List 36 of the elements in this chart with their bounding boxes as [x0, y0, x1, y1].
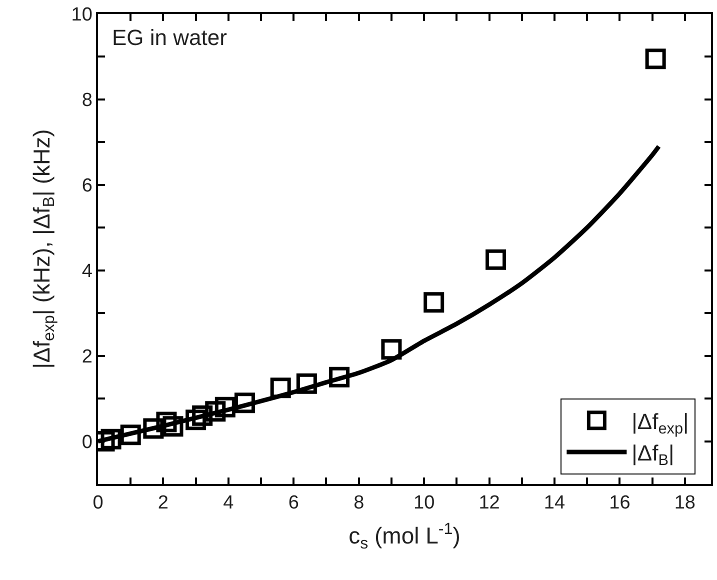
point	[192, 405, 213, 426]
point	[162, 416, 184, 437]
x-tick-label: 8	[354, 492, 364, 514]
point	[486, 249, 506, 270]
x-tick-label: 18	[674, 492, 696, 514]
x-tick-label: 10	[413, 492, 435, 514]
point	[120, 424, 141, 446]
x-tick-label: 6	[288, 492, 299, 514]
point	[329, 366, 350, 388]
y-tick-label: 2	[82, 346, 92, 368]
x-tick-label: 14	[544, 492, 566, 514]
point	[424, 292, 444, 313]
y-tick-label: 8	[82, 90, 92, 112]
y-tick-label: 4	[82, 261, 93, 282]
legend-label: |Δf$_{exp}$|	[632, 408, 689, 438]
y-tick-label: 10	[71, 4, 92, 26]
legend-label: |Δf$_{B}$|	[632, 440, 674, 470]
point	[270, 378, 291, 398]
x-tick-label: 2	[158, 492, 168, 514]
point	[186, 410, 206, 430]
x-tick-label: 4	[223, 492, 234, 514]
point	[381, 339, 402, 360]
x-axis-title: c$_{s}$ (mol L$^{-1}$)	[348, 520, 460, 552]
point	[156, 412, 177, 432]
point	[645, 48, 666, 70]
x-tick-label: 12	[478, 492, 500, 514]
point	[100, 428, 122, 450]
point	[234, 392, 255, 414]
y-tick-label: 0	[82, 432, 92, 453]
point	[296, 373, 317, 394]
x-tick-label: 16	[609, 492, 630, 514]
point	[214, 396, 236, 418]
point	[143, 418, 164, 439]
point	[205, 401, 226, 422]
annotation: EG in water	[112, 25, 227, 50]
y-tick-label: 6	[82, 176, 92, 197]
